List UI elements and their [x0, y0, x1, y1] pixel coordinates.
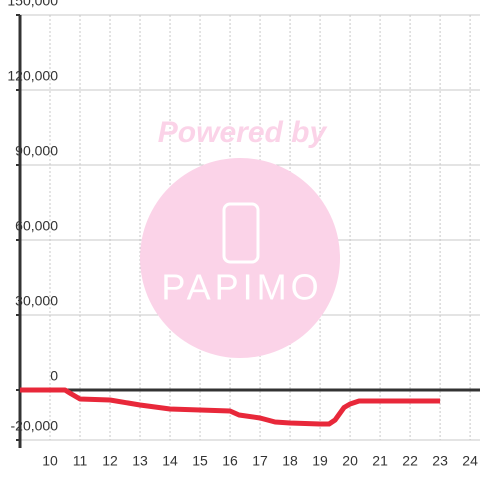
y-tick-label: 60,000 — [15, 218, 58, 234]
x-tick-label: 14 — [162, 453, 178, 469]
watermark-brand: PAPIMO — [161, 267, 322, 308]
x-tick-label: 13 — [132, 453, 148, 469]
y-tick-label: 150,000 — [7, 0, 58, 9]
x-tick-label: 24 — [462, 453, 478, 469]
x-tick-label: 22 — [402, 453, 418, 469]
y-tick-label: 0 — [50, 368, 58, 384]
y-tick-label: 120,000 — [7, 68, 58, 84]
x-tick-label: 20 — [342, 453, 358, 469]
y-tick-label: -20,000 — [11, 418, 59, 434]
watermark-icon — [222, 202, 260, 264]
x-tick-label: 18 — [282, 453, 298, 469]
x-tick-label: 19 — [312, 453, 328, 469]
x-tick-label: 21 — [372, 453, 388, 469]
data-line — [20, 387, 441, 427]
watermark-circle — [140, 158, 340, 358]
x-tick-label: 11 — [73, 453, 88, 469]
y-tick-label: 30,000 — [15, 293, 58, 309]
x-tick-label: 16 — [222, 453, 238, 469]
x-tick-label: 23 — [432, 453, 448, 469]
watermark-text: Powered by — [158, 116, 328, 149]
y-tick-label: 90,000 — [15, 143, 58, 159]
x-tick-label: 12 — [102, 453, 118, 469]
x-tick-label: 10 — [42, 453, 58, 469]
x-tick-label: 15 — [192, 453, 208, 469]
x-tick-label: 17 — [252, 453, 268, 469]
